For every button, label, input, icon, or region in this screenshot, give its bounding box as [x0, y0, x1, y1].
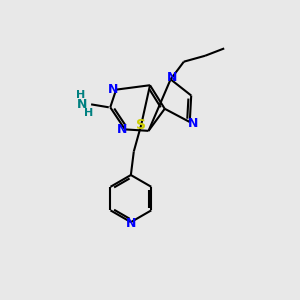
Text: N: N	[117, 124, 127, 136]
Text: S: S	[136, 118, 146, 132]
Text: H: H	[76, 90, 86, 100]
Text: N: N	[188, 117, 198, 130]
Text: N: N	[167, 71, 177, 84]
Text: N: N	[107, 82, 118, 95]
Text: H: H	[83, 108, 93, 118]
Text: N: N	[77, 98, 88, 111]
Text: N: N	[126, 217, 136, 230]
